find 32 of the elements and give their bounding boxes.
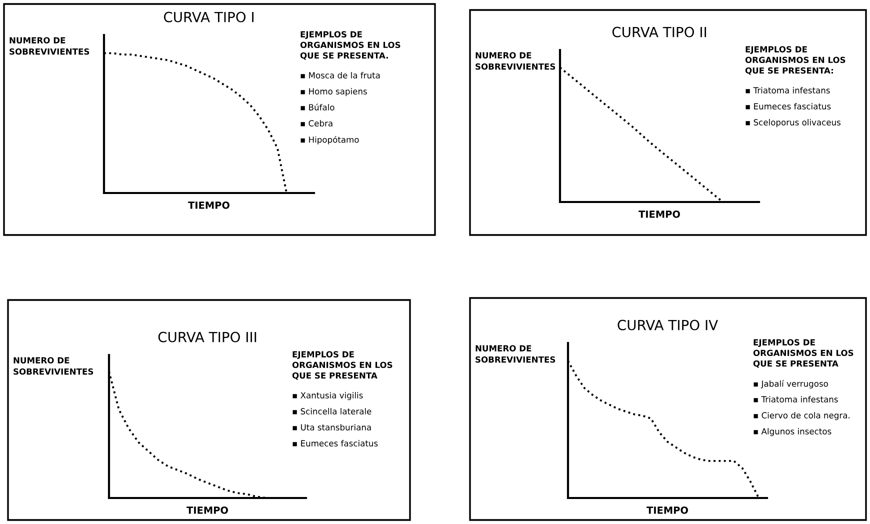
chart-title: CURVA TIPO II — [612, 26, 706, 38]
chart-title: CURVA TIPO III — [158, 332, 256, 342]
annotation: ▪ Mosca de la fruta — [300, 72, 380, 78]
x-axis-title: TIEMPO — [188, 202, 230, 209]
annotation: ▪ Uta stansburiana — [292, 424, 371, 430]
annotation: ▪ Jabalí verrugoso — [754, 380, 828, 388]
chart-title: CURVA TIPO I — [164, 12, 254, 22]
annotation: ▪ Eumeces fasciatus — [746, 103, 831, 110]
y-axis-title: NUMERO DE SOBREVIVIENTES — [10, 37, 90, 55]
y-axis-title: NUMERO DE SOBREVIVIENTES — [476, 52, 556, 70]
annotation: ▪ Hipopótamo — [300, 136, 359, 144]
chart-title: CURVA TIPO IV — [618, 320, 718, 330]
annotation: ▪ Xantusia vigilis — [292, 392, 363, 400]
annotation: ▪ Búfalo — [300, 104, 334, 110]
x-axis-title: TIEMPO — [638, 210, 680, 218]
annotation: ▪ Sceloporus olivaceus — [746, 119, 840, 128]
annotation: ▪ Cebra — [300, 120, 332, 126]
annotation: EJEMPLOS DE ORGANISMOS EN LOS QUE SE PRESENTA: — [745, 46, 846, 75]
x-axis-title: TIEMPO — [186, 506, 228, 514]
annotation: EJEMPLOS DE ORGANISMOS EN LOS QUE SE PRESENTA — [753, 339, 854, 368]
annotation: ▪ Triatoma infestans — [754, 396, 838, 402]
y-axis-title: NUMERO DE SOBREVIVIENTES — [476, 345, 556, 363]
x-axis-title: TIEMPO — [646, 506, 688, 514]
annotation: ▪ Ciervo de cola negra. — [754, 412, 850, 420]
annotation: ▪ Algunos insectos — [754, 428, 832, 436]
annotation: EJEMPLOS DE ORGANISMOS EN LOS QUE SE PRESENTA — [292, 351, 392, 380]
annotation: ▪ Homo sapiens — [300, 88, 367, 96]
annotation: ▪ Triatoma infestans — [746, 87, 830, 94]
annotation: ▪ Eumeces fasciatus — [292, 440, 378, 446]
y-axis-title: NUMERO DE SOBREVIVIENTES — [14, 357, 94, 375]
annotation: EJEMPLOS DE ORGANISMOS EN LOS QUE SE PRESENTA. — [300, 31, 400, 60]
annotation: ▪ Scincella laterale — [292, 408, 372, 414]
